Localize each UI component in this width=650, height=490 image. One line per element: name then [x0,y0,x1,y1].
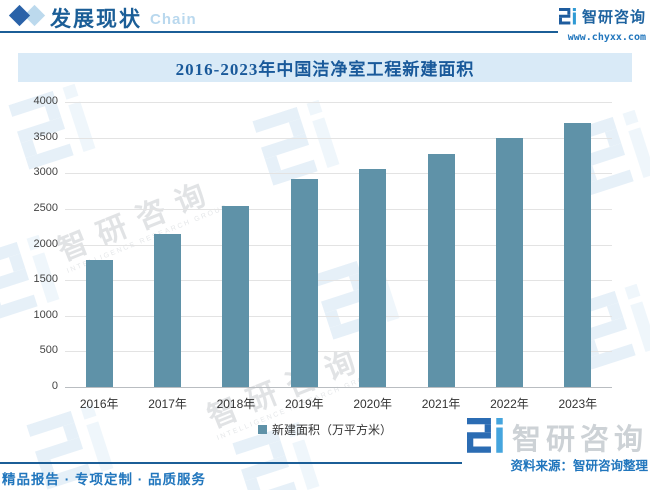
y-axis-labels: 0 500 1000 1500 2000 2500 3000 3500 4000 [0,95,58,392]
brand-glyph-icon [26,402,119,490]
source-note: 资料来源：智研咨询整理 [510,459,648,473]
x-tick-label: 2021年 [421,397,461,411]
x-tick-label: 2023年 [558,397,598,411]
y-tick-label: 500 [39,344,58,357]
watermark-logo [252,98,345,191]
y-tick-label: 1000 [33,308,58,321]
gridline [65,280,612,282]
footer-divider [0,462,462,464]
gridline [65,137,612,139]
y-tick-label: 3500 [33,130,58,143]
x-tick-label: 2017年 [148,397,187,411]
gridline [65,351,612,353]
y-tick-label: 2000 [33,237,58,250]
header-divider [0,31,558,33]
y-tick-label: 0 [51,380,58,392]
watermark-logo [8,82,101,175]
gridline [65,208,612,210]
x-tick-label: 2018年 [216,397,256,411]
y-tick-label: 3000 [33,166,58,179]
x-axis-labels: 2016年 2017年 2018年 2019年 2020年 2021年 2022年 2023年 [65,395,612,411]
x-tick-label: 2016年 [79,397,119,411]
gridline [65,244,612,246]
services-tagline: 精品报告 · 专项定制 · 品质服务 [2,472,206,487]
gridline [65,173,612,175]
legend: 新建面积（万平方米） [0,421,650,438]
legend-swatch [257,425,267,434]
website-url: www.chyxx.com [567,32,646,43]
x-tick-label: 2019年 [284,397,324,411]
brand-glyph-icon [8,82,101,175]
legend-label: 新建面积（万平方米） [271,423,392,437]
section-subtitle-watermark: Chain [150,11,197,28]
x-tick-label: 2020年 [353,397,393,411]
chart-title-bar: 2016-2023年中国洁净室工程新建面积 [18,53,632,82]
bar-2021 [427,154,455,387]
bar-2018 [222,205,250,387]
bar-2023 [564,123,592,387]
gridline [65,102,612,103]
watermark-logo [26,402,119,490]
brand-glyph-icon [0,233,66,326]
section-title: 发展现状 [50,8,142,31]
brand-name: 智研咨询 [581,9,646,26]
brand-watermark: 智研咨询 [466,416,648,458]
brand-watermark-text: 智研咨询 [511,424,648,456]
y-tick-label: 2500 [33,201,58,214]
gridline [65,315,612,317]
y-tick-label: 4000 [33,95,58,107]
plot-area [65,102,612,388]
chart-title: 2016-2023年中国洁净室工程新建面积 [175,60,475,79]
bar-2017 [154,233,182,387]
brand-logo: 智研咨询 [558,6,646,27]
bar-2022 [495,138,523,387]
bar-2016 [85,260,113,387]
watermark-logo [0,233,66,326]
y-tick-label: 1500 [33,273,58,286]
brand-logo-icon [558,7,577,26]
bar-2020 [359,168,387,387]
x-axis-line [65,387,612,388]
brand-watermark-icon [466,418,505,456]
x-tick-label: 2022年 [490,397,529,411]
diamond-icon [8,4,31,27]
brand-glyph-icon [232,420,325,490]
brand-glyph-icon [252,98,345,191]
watermark-logo [232,420,325,490]
bar-2019 [290,179,318,387]
